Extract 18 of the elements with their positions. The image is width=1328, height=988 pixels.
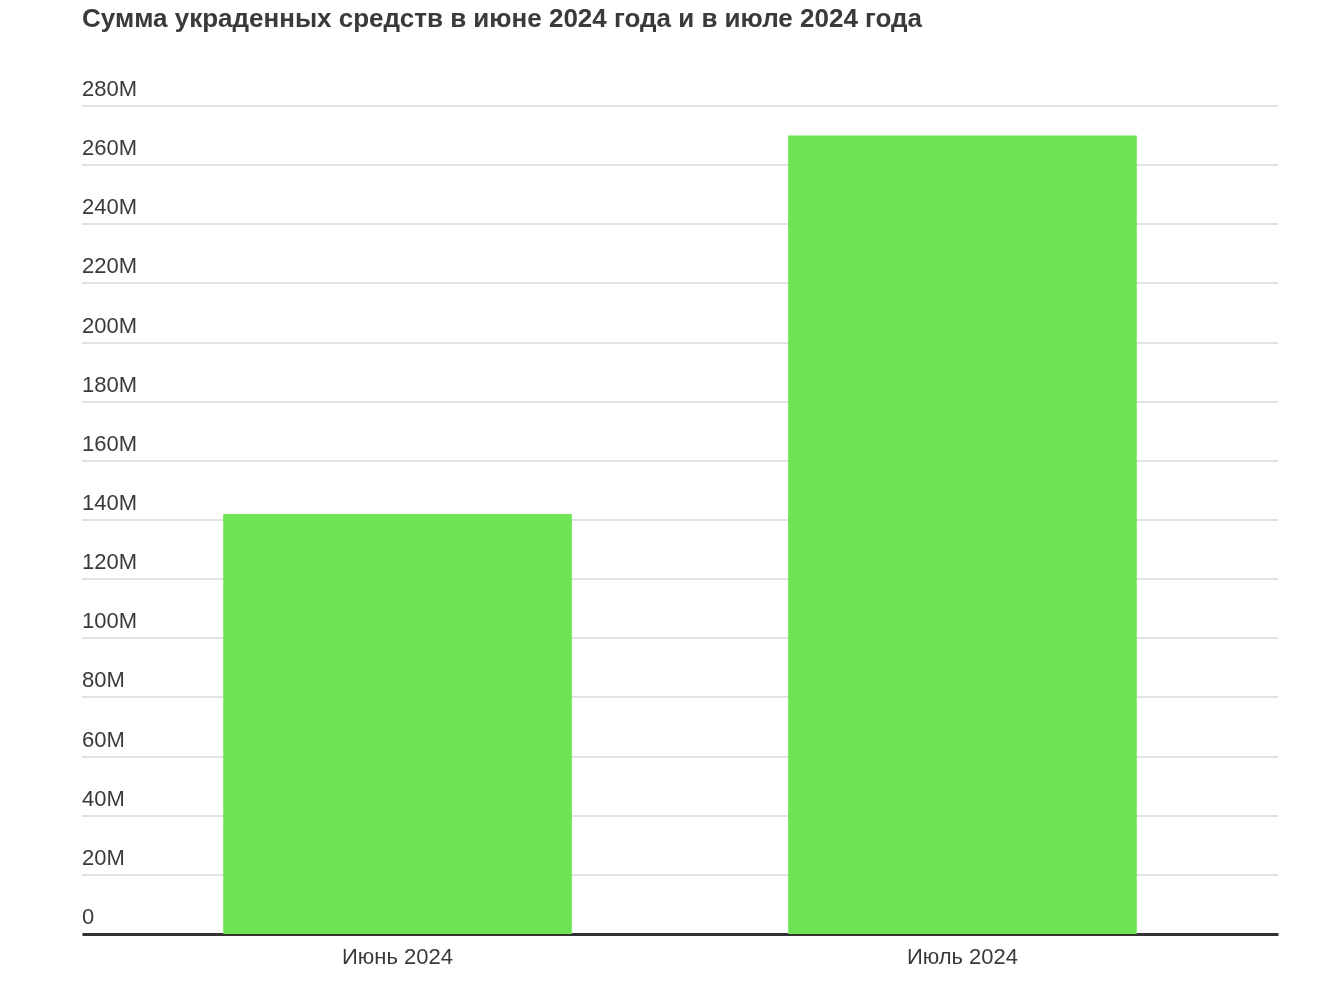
y-tick-label: 160M: [82, 430, 138, 456]
y-tick-label: 280M: [82, 76, 138, 101]
y-tick-label: 260M: [82, 135, 138, 161]
y-tick-label: 140M: [82, 490, 138, 515]
y-tick-label: 80M: [82, 667, 125, 693]
y-tick-label: 180M: [82, 371, 138, 397]
y-tick-label: 60M: [82, 726, 125, 752]
x-tick-label: Июль 2024: [906, 943, 1019, 969]
y-tick-label: 120M: [82, 549, 138, 575]
y-tick-label: 20M: [82, 844, 125, 870]
y-tick-label: 240M: [82, 194, 138, 220]
chart-title: Сумма украденных средств в июне 2024 года и в июле 2024 года: [82, 3, 923, 33]
y-tick-label: 0: [82, 904, 95, 929]
x-tick-label: Июнь 2024: [342, 943, 454, 969]
y-tick-label: 200M: [82, 312, 138, 338]
y-tick-label: 40M: [82, 785, 125, 811]
y-tick-label: 220M: [82, 253, 138, 279]
y-tick-label: 100M: [82, 608, 138, 634]
